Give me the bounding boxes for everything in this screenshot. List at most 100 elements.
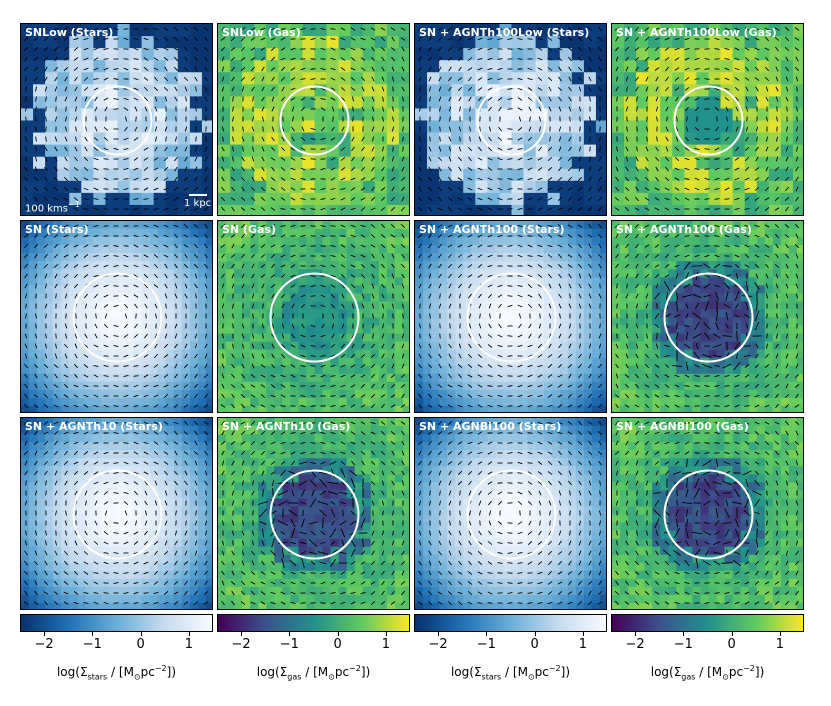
- velocity-vector: [400, 223, 406, 229]
- map-cell: [768, 84, 782, 97]
- velocity-vector: [290, 208, 296, 210]
- velocity-vector: [704, 98, 710, 100]
- map-cell: [29, 269, 38, 278]
- map-cell: [197, 397, 207, 407]
- velocity-vector: [547, 167, 553, 171]
- map-cell: [234, 389, 243, 399]
- map-cell: [61, 229, 70, 238]
- velocity-vector: [401, 206, 405, 212]
- map-cell: [290, 24, 303, 37]
- map-cell: [85, 245, 94, 254]
- map-cell: [362, 204, 376, 215]
- map-cell: [218, 180, 231, 194]
- velocity-vector: [320, 148, 326, 150]
- map-cell: [274, 365, 283, 375]
- velocity-vector: [417, 234, 423, 238]
- velocity-vector: [291, 333, 295, 339]
- velocity-vector: [184, 253, 188, 259]
- map-cell: [258, 245, 267, 254]
- map-cell: [234, 245, 243, 254]
- velocity-vector: [270, 253, 276, 259]
- map-cell: [559, 269, 569, 278]
- map-cell: [298, 397, 307, 407]
- map-cell: [455, 245, 464, 254]
- map-cell: [362, 253, 372, 262]
- map-cell: [346, 325, 356, 335]
- velocity-vector: [340, 395, 346, 397]
- map-cell: [780, 60, 794, 73]
- velocity-vector: [53, 384, 59, 388]
- map-cell: [189, 144, 203, 158]
- velocity-vector: [45, 283, 47, 289]
- map-cell: [583, 365, 593, 375]
- map-cell: [487, 301, 496, 310]
- map-cell: [455, 365, 464, 375]
- map-cell: [250, 317, 259, 327]
- map-cell: [45, 405, 54, 412]
- map-cell: [189, 277, 199, 286]
- map-cell: [81, 24, 94, 37]
- map-cell: [189, 301, 199, 310]
- map-cell: [81, 156, 94, 170]
- velocity-vector: [270, 383, 276, 389]
- map-cell: [33, 24, 46, 37]
- map-cell: [234, 373, 243, 383]
- velocity-vector: [507, 158, 513, 160]
- velocity-vector: [23, 234, 29, 238]
- velocity-vector: [260, 364, 266, 368]
- map-cell: [370, 405, 380, 412]
- map-cell: [37, 397, 46, 407]
- map-cell: [451, 144, 464, 158]
- map-cell: [218, 24, 231, 37]
- map-cell: [314, 229, 324, 238]
- velocity-vector: [578, 146, 582, 152]
- map-cell: [427, 192, 440, 206]
- map-cell: [415, 277, 424, 286]
- map-cell: [181, 285, 191, 294]
- map-cell: [439, 365, 448, 375]
- map-cell: [69, 397, 78, 407]
- map-cell: [109, 309, 118, 318]
- velocity-vector: [636, 126, 638, 132]
- map-cell: [338, 373, 348, 383]
- velocity-vector: [220, 46, 226, 52]
- map-cell: [567, 245, 577, 254]
- velocity-vector: [271, 96, 275, 102]
- map-cell: [370, 357, 380, 367]
- map-cell: [612, 108, 625, 121]
- map-cell: [197, 293, 207, 302]
- map-cell: [149, 357, 159, 367]
- map-cell: [447, 269, 456, 278]
- map-cell: [181, 277, 191, 286]
- velocity-vector: [401, 46, 405, 52]
- map-cell: [591, 317, 601, 327]
- map-cell: [226, 261, 235, 270]
- map-cell: [346, 397, 356, 407]
- map-cell: [29, 285, 38, 294]
- velocity-vector: [83, 156, 89, 162]
- map-cell: [53, 229, 62, 238]
- velocity-vector: [361, 76, 365, 82]
- velocity-vector: [401, 186, 405, 192]
- velocity-vector: [290, 57, 296, 61]
- velocity-vector: [588, 176, 592, 182]
- velocity-vector: [143, 394, 149, 398]
- velocity-vector: [340, 197, 346, 201]
- map-cell: [189, 341, 199, 351]
- map-cell: [792, 120, 803, 134]
- map-cell: [330, 245, 340, 254]
- velocity-vector: [83, 207, 89, 211]
- map-cell: [189, 397, 199, 407]
- map-cell: [117, 317, 127, 327]
- velocity-vector: [527, 197, 533, 201]
- velocity-vector: [143, 198, 149, 200]
- velocity-vector: [330, 343, 336, 349]
- map-cell: [129, 48, 143, 61]
- velocity-vector: [674, 27, 680, 31]
- velocity-vector: [654, 156, 660, 162]
- velocity-vector: [401, 353, 405, 359]
- map-cell: [93, 168, 106, 182]
- map-cell: [599, 397, 606, 407]
- map-cell: [77, 333, 86, 343]
- velocity-vector: [665, 86, 669, 92]
